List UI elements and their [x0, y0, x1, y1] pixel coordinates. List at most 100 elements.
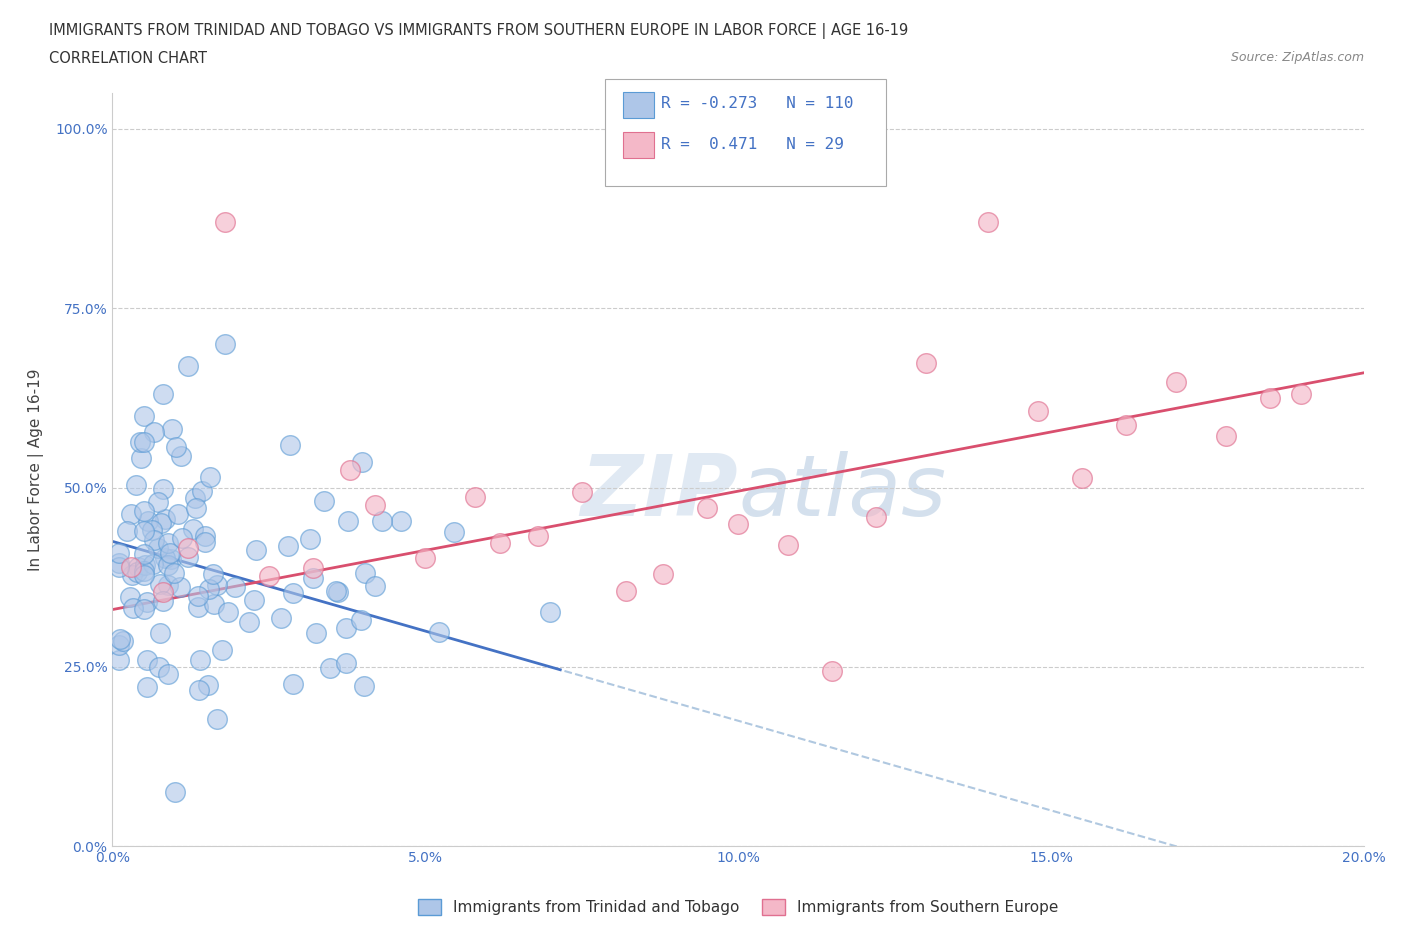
Point	[280, 437, 302, 452]
Point	[107, 556, 129, 571]
Point	[224, 579, 246, 594]
Point	[427, 625, 450, 640]
Text: R =  0.471   N = 29: R = 0.471 N = 29	[661, 137, 844, 152]
Point	[337, 513, 360, 528]
Point	[107, 559, 129, 574]
Point	[277, 538, 299, 553]
Point	[335, 620, 357, 635]
Point	[194, 534, 217, 549]
Point	[141, 523, 163, 538]
Point	[188, 653, 211, 668]
Point	[202, 566, 225, 581]
Point	[132, 408, 155, 423]
Point	[197, 678, 219, 693]
Point	[270, 610, 292, 625]
Point	[1215, 429, 1237, 444]
Point	[149, 626, 172, 641]
Point	[125, 478, 148, 493]
Legend: Immigrants from Trinidad and Tobago, Immigrants from Southern Europe: Immigrants from Trinidad and Tobago, Imm…	[412, 894, 1064, 922]
Point	[652, 567, 675, 582]
Point	[415, 551, 437, 565]
Point	[245, 542, 267, 557]
Point	[389, 513, 412, 528]
Point	[281, 586, 304, 601]
Point	[202, 597, 225, 612]
Point	[1258, 391, 1281, 405]
Point	[170, 531, 193, 546]
Point	[127, 560, 149, 575]
Text: IMMIGRANTS FROM TRINIDAD AND TOBAGO VS IMMIGRANTS FROM SOUTHERN EUROPE IN LABOR : IMMIGRANTS FROM TRINIDAD AND TOBAGO VS I…	[49, 23, 908, 39]
Text: R = -0.273   N = 110: R = -0.273 N = 110	[661, 96, 853, 111]
Point	[159, 545, 181, 560]
Point	[194, 528, 217, 543]
Point	[146, 495, 169, 510]
Point	[132, 567, 155, 582]
Point	[191, 483, 214, 498]
Point	[132, 503, 155, 518]
Point	[157, 558, 180, 573]
Point	[108, 632, 131, 647]
Point	[299, 531, 322, 546]
Point	[538, 604, 561, 619]
Point	[153, 551, 176, 565]
Point	[167, 507, 190, 522]
Point	[121, 600, 143, 615]
Point	[107, 546, 129, 561]
Point	[117, 524, 139, 538]
Point	[118, 590, 141, 604]
Point	[132, 564, 155, 578]
Point	[129, 450, 152, 465]
Point	[614, 584, 637, 599]
Point	[214, 337, 236, 352]
Point	[187, 600, 209, 615]
Point	[142, 556, 165, 571]
Point	[148, 659, 170, 674]
Point	[107, 638, 129, 653]
Point	[1115, 418, 1137, 432]
Point	[120, 559, 142, 574]
Point	[314, 494, 336, 509]
Point	[363, 578, 385, 593]
Point	[132, 546, 155, 561]
Point	[205, 711, 228, 726]
Point	[132, 524, 155, 538]
Point	[821, 663, 844, 678]
Text: Source: ZipAtlas.com: Source: ZipAtlas.com	[1230, 51, 1364, 64]
Point	[489, 536, 512, 551]
Point	[184, 491, 207, 506]
Point	[163, 785, 186, 800]
Point	[136, 653, 159, 668]
Point	[1028, 404, 1050, 418]
Point	[305, 626, 328, 641]
Point	[121, 567, 143, 582]
Point	[198, 470, 221, 485]
Point	[170, 448, 193, 463]
Point	[217, 604, 239, 619]
Point	[364, 498, 387, 512]
Point	[302, 570, 325, 585]
Point	[152, 481, 174, 496]
Point	[865, 510, 887, 525]
Point	[107, 653, 129, 668]
Point	[1291, 386, 1313, 401]
Text: atlas: atlas	[738, 451, 946, 534]
Point	[353, 678, 375, 693]
Point	[134, 557, 156, 572]
Point	[571, 485, 593, 499]
Point	[1071, 471, 1094, 485]
Point	[257, 569, 280, 584]
Point	[198, 581, 221, 596]
Point	[243, 592, 266, 607]
Point	[125, 565, 148, 579]
Point	[165, 440, 187, 455]
Point	[152, 594, 174, 609]
Point	[177, 550, 200, 565]
Point	[211, 643, 233, 658]
Point	[136, 595, 159, 610]
Point	[214, 215, 236, 230]
Point	[157, 578, 180, 592]
Point	[160, 421, 183, 436]
Point	[157, 536, 180, 551]
Point	[325, 584, 347, 599]
Point	[132, 602, 155, 617]
